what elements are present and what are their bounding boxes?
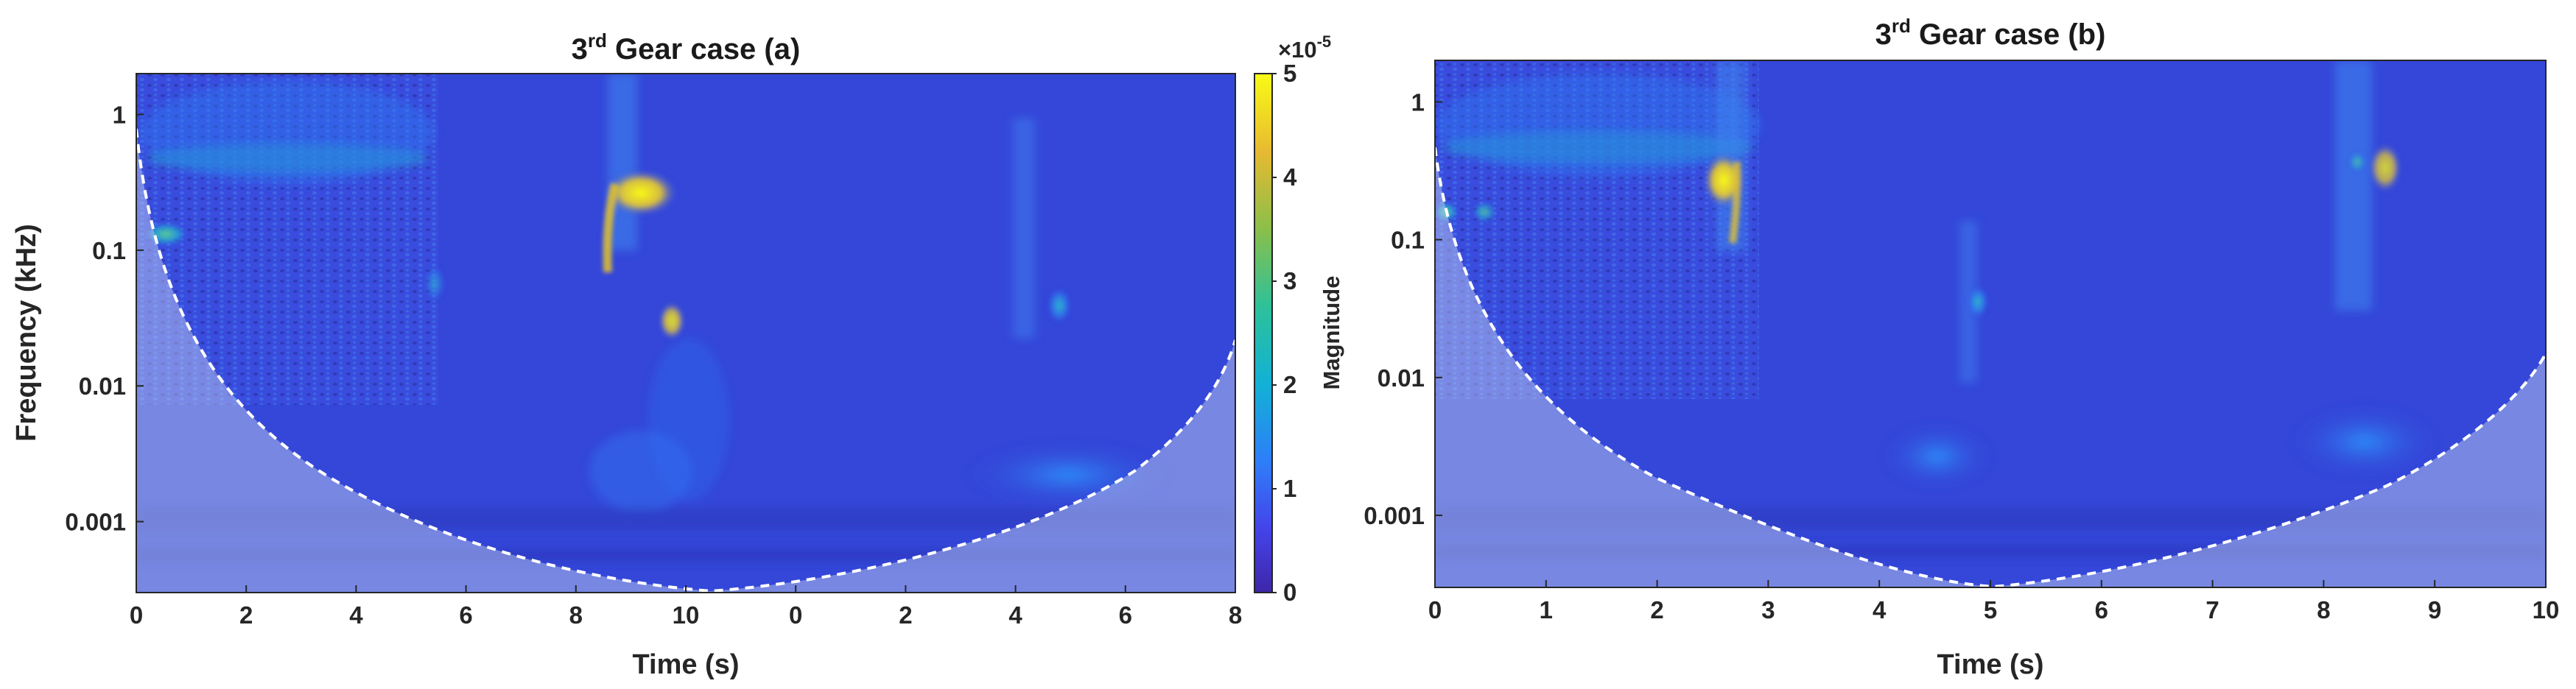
x-tick-label: 2 <box>899 601 912 629</box>
x-tick-label: 6 <box>459 601 472 629</box>
x-tick-label: 8 <box>569 601 583 629</box>
x-tick-label: 8 <box>2317 596 2330 623</box>
x-tick-label: 0 <box>130 601 143 629</box>
y-tick-label: 0.1 <box>1391 227 1425 254</box>
panel-b: 3rd Gear case (b) <box>1364 15 2559 680</box>
colorbar-tick-label: 3 <box>1283 267 1296 294</box>
x-tick-label: 3 <box>1761 596 1775 623</box>
x-tick-label: 2 <box>1650 596 1663 623</box>
y-tick-label: 0.1 <box>92 237 126 264</box>
colorbar-ticks: 0 1 2 3 4 5 <box>1272 60 1297 606</box>
x-tick-label: 4 <box>1873 596 1887 623</box>
panel-a-cone-of-influence <box>136 128 1235 593</box>
x-tick-label: 2 <box>239 601 253 629</box>
x-tick-label: 4 <box>1008 601 1022 629</box>
x-tick-label: 1 <box>1540 596 1553 623</box>
y-tick-label: 0.001 <box>1364 502 1425 529</box>
y-tick-label: 0.001 <box>65 509 126 536</box>
x-tick-label: 6 <box>1119 601 1132 629</box>
colorbar-exponent: ×10-5 <box>1278 32 1331 63</box>
y-tick-label: 0.01 <box>1378 364 1425 392</box>
panel-b-title: 3rd Gear case (b) <box>1875 15 2106 51</box>
colorbar-label: Magnitude <box>1319 276 1344 390</box>
y-tick-label: 1 <box>1411 88 1425 116</box>
panel-b-x-label: Time (s) <box>1937 649 2043 680</box>
panel-a-title: 3rd Gear case (a) <box>572 29 801 66</box>
x-tick-label: 8 <box>1229 601 1242 629</box>
colorbar: 0 1 2 3 4 5 ×10-5 Magnitude <box>1254 32 1344 606</box>
colorbar-tick-label: 5 <box>1283 60 1296 87</box>
panel-b-cone-of-influence <box>1435 146 2546 587</box>
colorbar-gradient <box>1254 73 1273 593</box>
panel-a-x-ticks: 0 2 4 6 8 10 0 2 4 6 8 <box>130 585 1242 629</box>
panel-b-x-ticks: 0 1 2 3 4 5 6 7 8 9 10 <box>1428 580 2560 623</box>
colorbar-tick-label: 1 <box>1283 475 1296 502</box>
colorbar-tick-label: 4 <box>1283 163 1297 191</box>
x-tick-label: 10 <box>2533 596 2560 623</box>
x-tick-label: 5 <box>1984 596 1997 623</box>
panel-a: 3rd Gear case (a) <box>11 29 1344 680</box>
colorbar-tick-label: 0 <box>1283 579 1296 606</box>
x-tick-label: 9 <box>2428 596 2441 623</box>
panel-a-heatmap <box>136 74 1235 593</box>
x-tick-label: 0 <box>789 601 802 629</box>
x-tick-label: 4 <box>349 601 363 629</box>
panel-b-heatmap <box>1435 60 2546 587</box>
x-tick-label: 0 <box>1428 596 1442 623</box>
colorbar-tick-label: 2 <box>1283 371 1296 398</box>
panel-a-x-label: Time (s) <box>632 649 739 680</box>
panel-b-y-ticks: 1 0.1 0.01 0.001 <box>1364 88 1442 529</box>
y-tick-label: 1 <box>113 101 126 128</box>
y-tick-label: 0.01 <box>79 372 126 400</box>
x-tick-label: 6 <box>2095 596 2108 623</box>
x-tick-label: 10 <box>673 601 700 629</box>
x-tick-label: 7 <box>2205 596 2219 623</box>
panel-a-y-label: Frequency (kHz) <box>11 224 42 442</box>
panel-a-y-ticks: 1 0.1 0.01 0.001 <box>65 101 144 536</box>
